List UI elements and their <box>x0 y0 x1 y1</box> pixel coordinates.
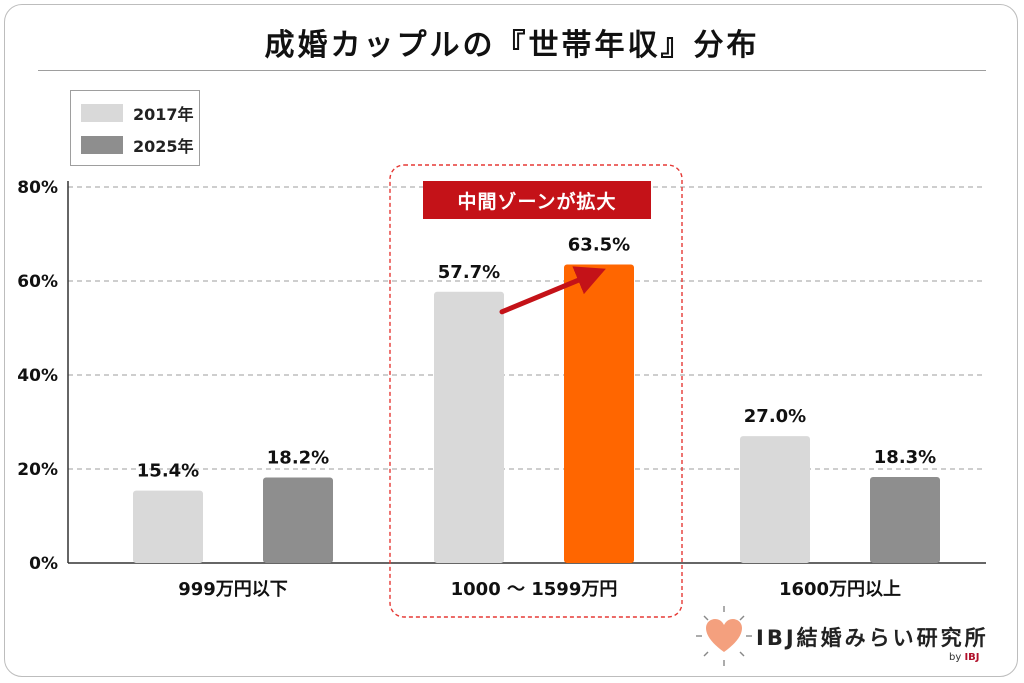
x-tick-label: 999万円以下 <box>178 579 288 600</box>
logo-byline: by IBJ <box>949 652 980 663</box>
bar <box>740 436 810 563</box>
title-divider <box>38 70 986 71</box>
data-label: 63.5% <box>568 235 630 256</box>
legend-item-2017: 2017年 <box>81 100 194 126</box>
data-label: 57.7% <box>438 262 500 283</box>
logo-text: IBJ結婚みらい研究所 <box>756 626 989 650</box>
highlight-zone <box>389 164 683 618</box>
x-tick-label: 1600万円以上 <box>779 579 901 600</box>
y-tick-label: 60% <box>17 272 58 292</box>
bar <box>263 477 333 563</box>
legend-item-2025: 2025年 <box>81 132 194 158</box>
heart-icon <box>696 606 752 666</box>
legend-label-2025: 2025年 <box>133 137 194 156</box>
y-tick-label: 0% <box>29 554 58 574</box>
legend-label-2017: 2017年 <box>133 105 194 124</box>
data-label: 18.3% <box>874 447 936 468</box>
chart-title: 成婚カップルの『世帯年収』分布 <box>264 28 760 63</box>
y-tick-label: 20% <box>17 460 58 480</box>
y-tick-label: 40% <box>17 366 58 386</box>
bar <box>564 264 634 563</box>
legend: 2017年 2025年 <box>70 90 200 166</box>
x-tick-label: 1000 〜 1599万円 <box>451 579 618 600</box>
y-tick-label: 80% <box>17 178 58 198</box>
legend-swatch-2025 <box>81 136 123 154</box>
bar <box>133 490 203 563</box>
data-label: 15.4% <box>137 461 199 482</box>
data-label: 18.2% <box>267 447 329 468</box>
legend-swatch-2017 <box>81 104 123 122</box>
annotation-label: 中間ゾーンが拡大 <box>423 181 651 219</box>
ibj-logo: IBJ結婚みらい研究所 by IBJ <box>694 604 994 668</box>
data-label: 27.0% <box>744 406 806 427</box>
annotation-arrow <box>499 266 606 315</box>
bar <box>870 476 940 563</box>
bar <box>434 291 504 563</box>
